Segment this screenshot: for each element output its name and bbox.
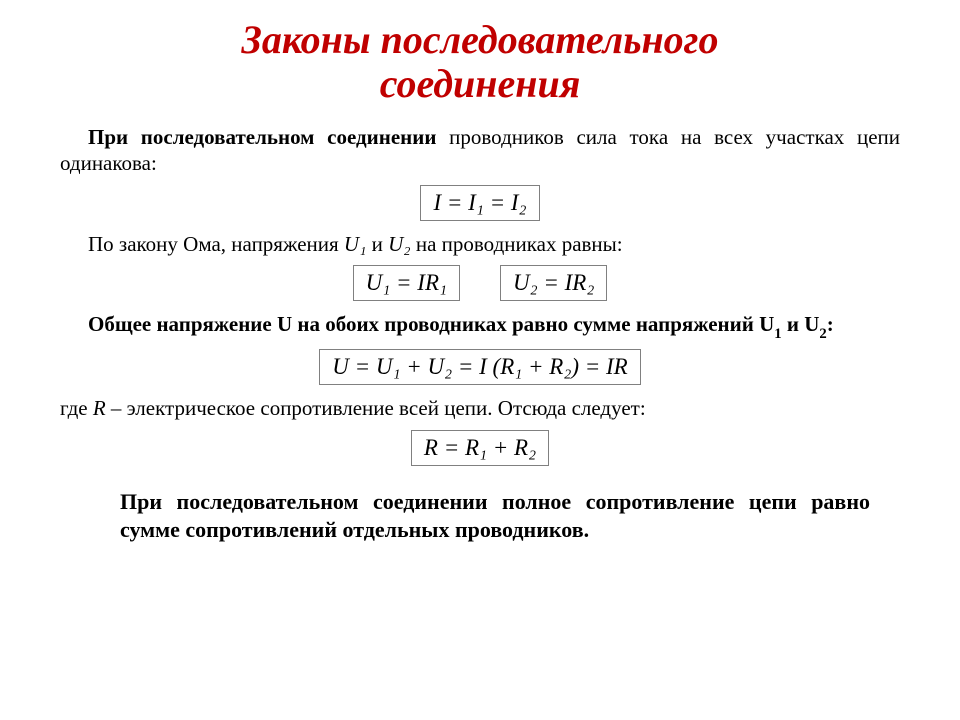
formula-row-4: R = R₁ + R₂	[60, 430, 900, 466]
p3-s2: 2	[819, 326, 826, 342]
paragraph-3: Общее напряжение U на обоих проводниках …	[60, 311, 900, 342]
formula-u2: U₂ = IR₂	[500, 265, 607, 301]
p2-c: на проводниках равны:	[411, 232, 623, 256]
paragraph-2: По закону Ома, напряжения U₁ и U₂ на про…	[60, 231, 900, 257]
formula-row-1: I = I₁ = I₂	[60, 185, 900, 221]
p4-a: где	[60, 396, 93, 420]
p3-a: Общее напряжение U на обоих проводниках …	[88, 312, 774, 336]
formula-current: I = I₁ = I₂	[420, 185, 539, 221]
paragraph-4: где R – электрическое сопротивление всей…	[60, 395, 900, 421]
p3-b: и U	[782, 312, 820, 336]
p2-u2: U₂	[388, 232, 410, 256]
formula-u1: U₁ = IR₁	[353, 265, 460, 301]
p3-c: :	[827, 312, 834, 336]
p4-r: R	[93, 396, 106, 420]
title-line-1: Законы последовательного	[242, 17, 719, 62]
slide-title: Законы последовательного соединения	[60, 18, 900, 106]
p2-u1: U₁	[344, 232, 366, 256]
p1-bold: При последовательном соединении	[88, 125, 436, 149]
formula-row-2: U₁ = IR₁ U₂ = IR₂	[60, 265, 900, 301]
p2-a: По закону Ома, напряжения	[88, 232, 344, 256]
title-line-2: соединения	[380, 61, 581, 106]
p3-s1: 1	[774, 326, 781, 342]
conclusion-text: При последовательном соединении полное с…	[120, 489, 870, 543]
formula-total-r: R = R₁ + R₂	[411, 430, 549, 466]
formula-row-3: U = U₁ + U₂ = I (R₁ + R₂) = IR	[60, 349, 900, 385]
formula-total-u: U = U₁ + U₂ = I (R₁ + R₂) = IR	[319, 349, 640, 385]
p4-b: – электрическое сопротивление всей цепи.…	[106, 396, 646, 420]
p2-b: и	[366, 232, 388, 256]
slide-content: Законы последовательного соединения При …	[0, 0, 960, 565]
paragraph-1: При последовательном соединении проводни…	[60, 124, 900, 177]
conclusion: При последовательном соединении полное с…	[120, 488, 870, 545]
